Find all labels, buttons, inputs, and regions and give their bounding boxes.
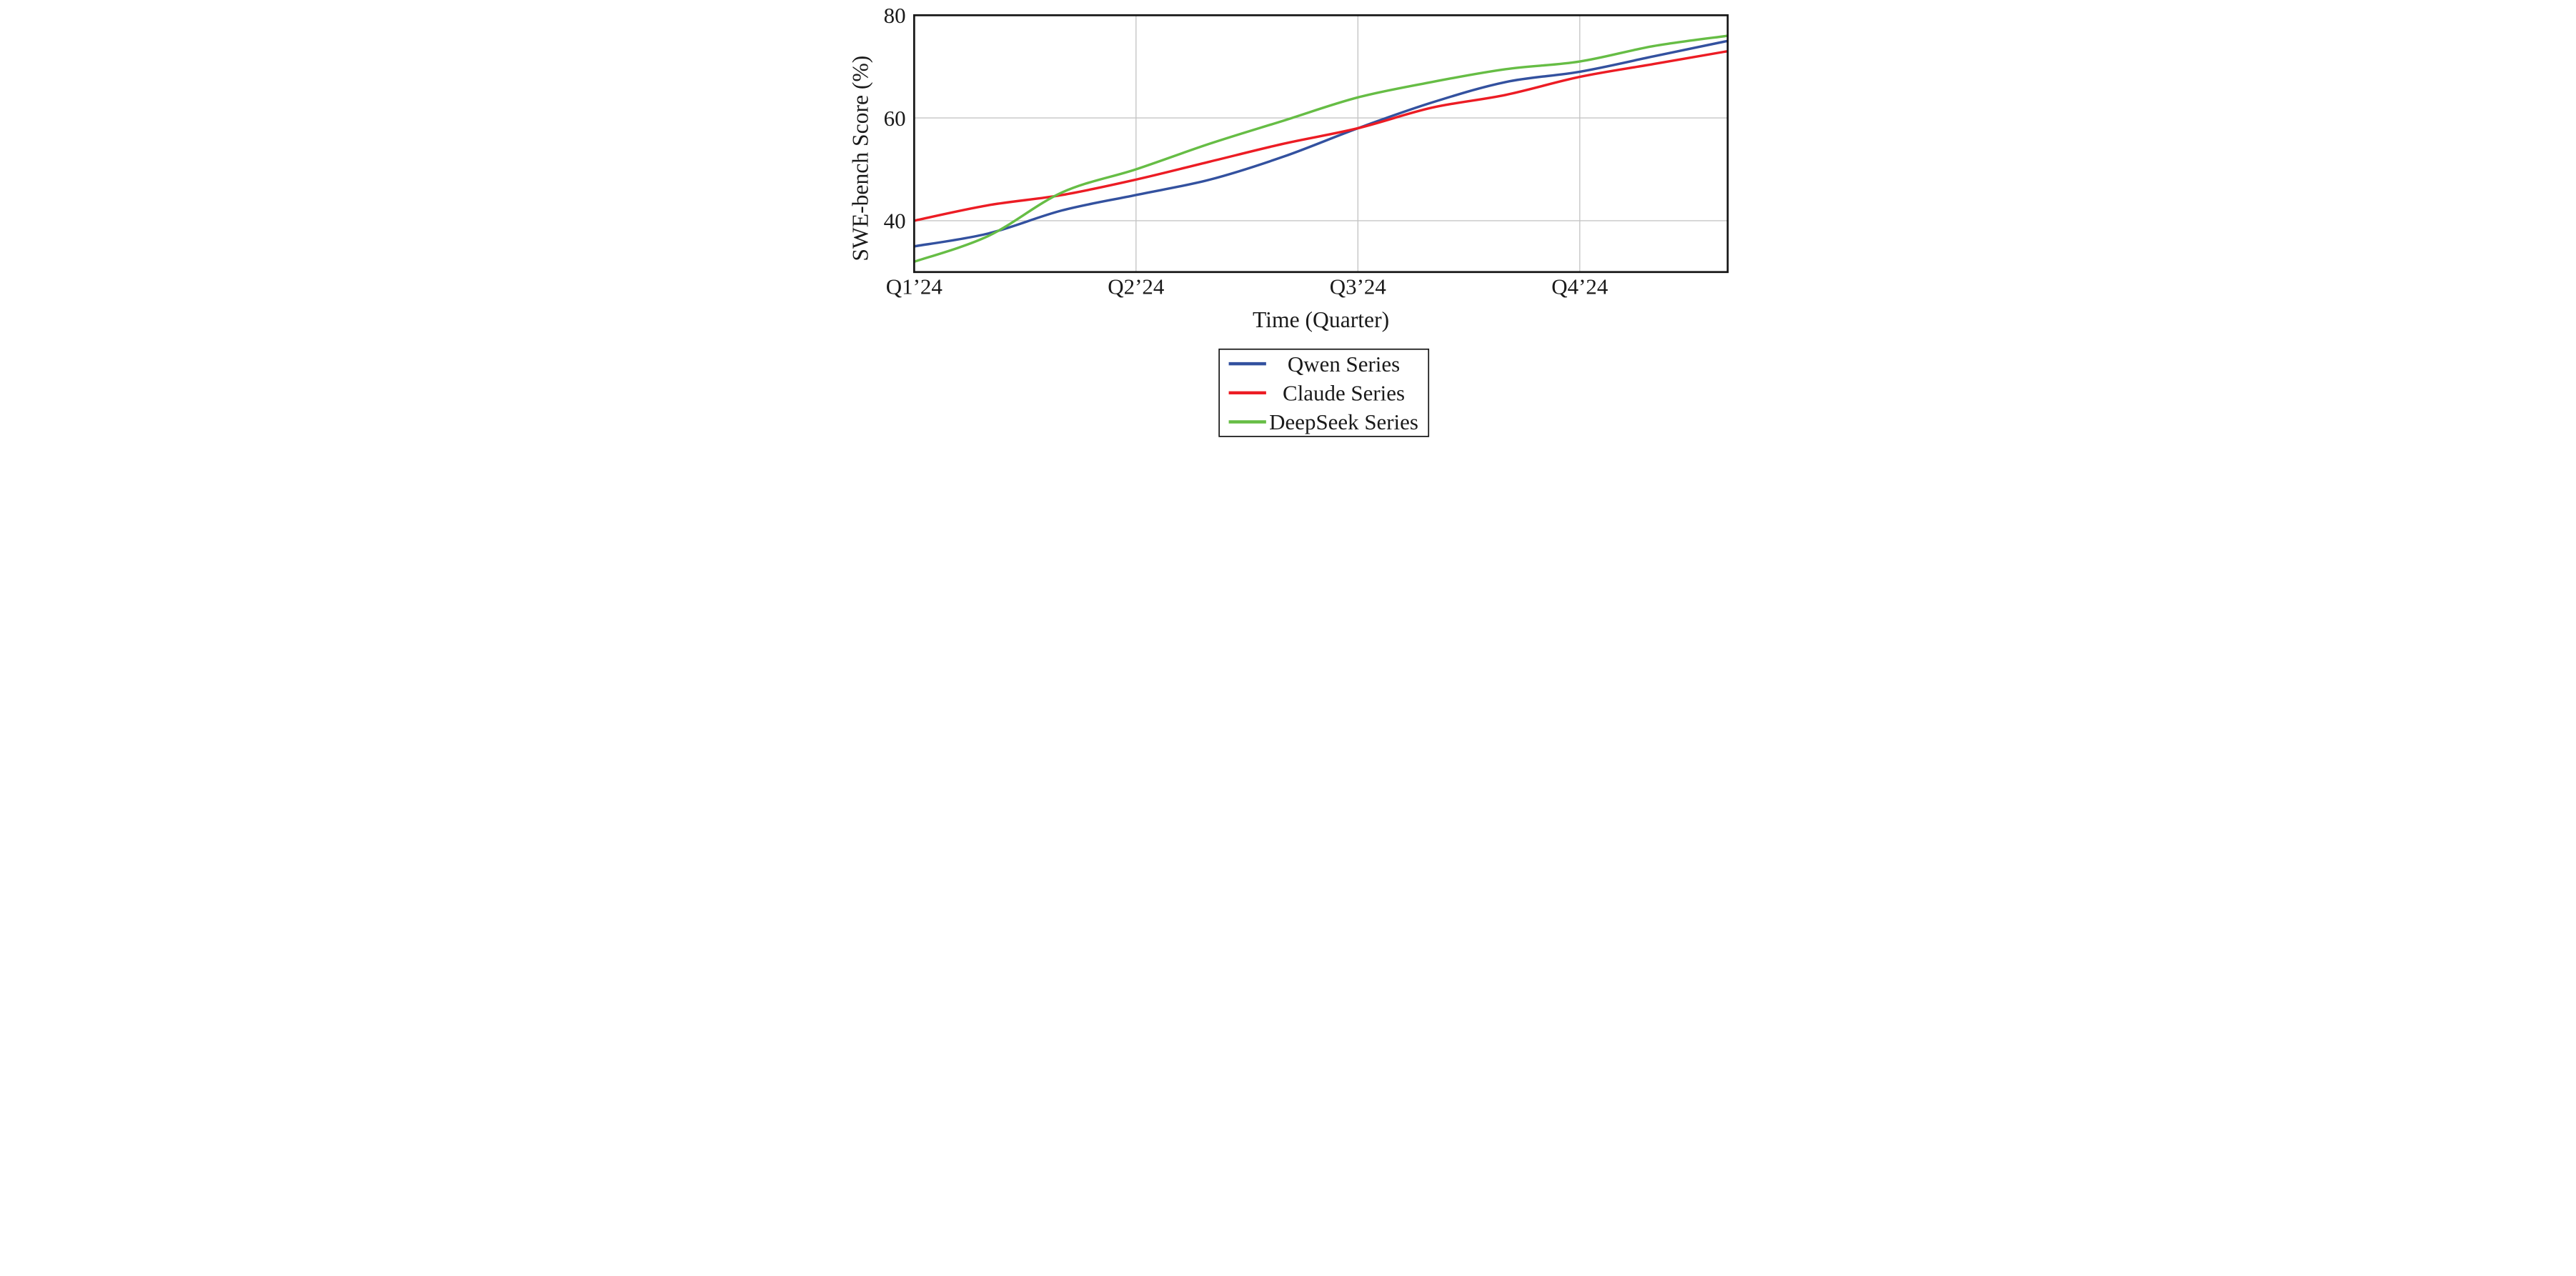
axis-title-layer: Time (Quarter) SWE-bench Score (%) — [847, 56, 1389, 332]
y-tick-label-80: 80 — [883, 3, 905, 28]
series-line-deepseek-series — [913, 34, 1728, 264]
y-axis-title: SWE-bench Score (%) — [847, 56, 872, 261]
y-tick-label-60: 60 — [883, 106, 905, 131]
legend-label-claude-series: Claude Series — [1283, 380, 1405, 405]
x-tick-label-3: Q3’24 — [1329, 274, 1386, 299]
y-tick-label-40: 40 — [883, 209, 905, 234]
x-axis-title: Time (Quarter) — [1252, 307, 1388, 332]
tick-label-layer: 40 60 80 Q1’24 Q2’24 Q3’24 Q4’24 — [883, 3, 1608, 299]
legend: Qwen Series Claude Series DeepSeek Series — [1218, 348, 1429, 437]
chart-figure: 40 60 80 Q1’24 Q2’24 Q3’24 Q4’24 Time (Quarter… — [845, 0, 1731, 439]
page: 40 60 80 Q1’24 Q2’24 Q3’24 Q4’24 Time (Quarter… — [0, 0, 2576, 439]
plot-frame-layer — [912, 14, 1729, 274]
series-line-qwen-series — [913, 39, 1728, 248]
line-chart: 40 60 80 Q1’24 Q2’24 Q3’24 Q4’24 Time (Quarter… — [847, 3, 1729, 437]
legend-label-qwen-series: Qwen Series — [1287, 352, 1399, 377]
x-tick-label-2: Q2’24 — [1108, 274, 1164, 299]
series-layer — [913, 34, 1728, 264]
legend-label-deepseek-series: DeepSeek Series — [1269, 409, 1418, 434]
plot-frame — [912, 14, 1729, 274]
x-tick-label-1: Q1’24 — [885, 274, 942, 299]
x-tick-label-4: Q4’24 — [1551, 274, 1608, 299]
series-line-claude-series — [913, 49, 1728, 222]
grid-layer — [913, 15, 1728, 272]
